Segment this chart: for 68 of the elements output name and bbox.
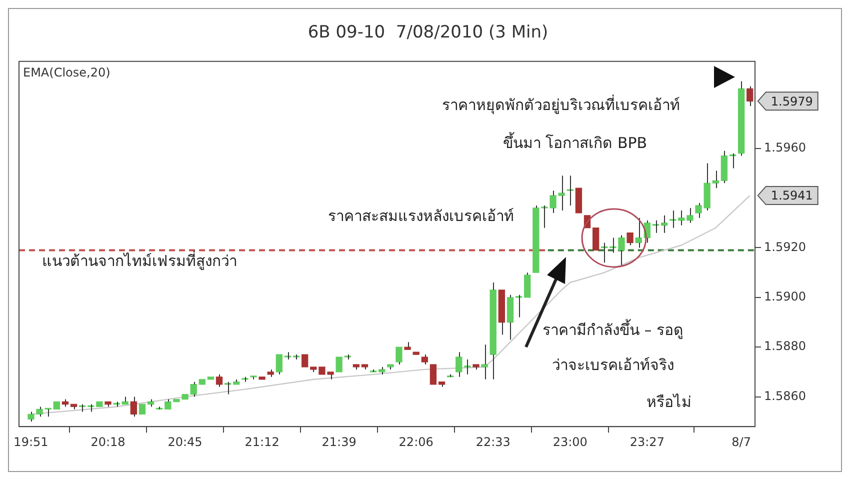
- annotation: แนวต้านจากไทม์เฟรมที่สูงกว่า: [42, 251, 237, 271]
- annotation: ว่าจะเบรคเอ้าท์จริง: [552, 355, 674, 375]
- candlestick: [378, 366, 386, 375]
- candlestick: [250, 376, 257, 380]
- candlestick: [686, 207, 694, 224]
- candlestick: [438, 382, 446, 388]
- x-tick-label: 23:27: [630, 434, 664, 449]
- annotation: ราคามีกำลังขึ้น – รอดู: [542, 320, 684, 340]
- candlestick: [130, 396, 138, 418]
- candlestick: [720, 150, 728, 184]
- x-tick-label: 21:39: [322, 434, 356, 449]
- candlestick: [506, 294, 514, 340]
- x-tick-label: 19:51: [14, 434, 48, 449]
- y-tick-label: 1.5960: [764, 140, 806, 154]
- candlestick: [267, 368, 274, 378]
- candlestick: [678, 210, 685, 226]
- x-tick-label: 8/7: [732, 434, 751, 449]
- candlestick: [310, 366, 317, 372]
- annotation: หรือไม่: [646, 392, 692, 412]
- x-tick-label: 20:45: [168, 434, 202, 449]
- annotation: ราคาสะสมแรงหลังเบรคเอ้าท์: [328, 206, 514, 226]
- candlestick: [216, 374, 223, 388]
- candlestick: [190, 381, 197, 398]
- candlestick: [481, 344, 488, 380]
- candlestick: [712, 170, 719, 189]
- x-tick-label: 22:33: [476, 434, 510, 449]
- candlestick: [738, 80, 745, 156]
- candlestick: [396, 346, 402, 365]
- candlestick: [746, 86, 754, 107]
- candlestick: [421, 354, 428, 365]
- annotation: 1.5941: [770, 188, 813, 203]
- x-tick-label: 21:12: [244, 434, 280, 449]
- candlestick: [635, 217, 642, 248]
- candlestick: [122, 396, 128, 405]
- y-tick-label: 1.5920: [764, 240, 806, 254]
- annotation: 1.5979: [770, 94, 813, 108]
- candlestick: [498, 290, 506, 336]
- candlestick: [361, 364, 368, 370]
- candlestick: [233, 378, 240, 385]
- text: EMA(Close,20): [23, 65, 110, 80]
- candlestick: [456, 352, 462, 378]
- candlestick: [276, 354, 282, 375]
- candlestick: [464, 359, 471, 375]
- annotation: ราคาหยุดพักตัวอยู่บริเวณที่เบรคเอ้าท์: [442, 95, 680, 115]
- candlestick: [292, 354, 300, 360]
- candlestick: [558, 175, 565, 211]
- candlestick: [344, 354, 351, 360]
- candlestick: [532, 204, 540, 273]
- annotation: ขึ้นมา โอกาสเกิด BPB: [502, 133, 648, 153]
- candlestick: [472, 364, 480, 370]
- candlestick: [352, 364, 360, 370]
- candlestick: [404, 342, 411, 350]
- candlestick: [104, 401, 112, 408]
- y-tick-label: 1.5900: [764, 290, 806, 304]
- x-tick-label: 20:18: [90, 434, 126, 449]
- chart-title: 6B 09-10 7/08/2010 (3 Min): [308, 22, 548, 43]
- x-tick-label: 23:00: [552, 434, 588, 449]
- y-tick-label: 1.5880: [764, 339, 806, 354]
- x-tick-label: 22:06: [398, 434, 434, 449]
- candlestick: [164, 398, 172, 410]
- candlestick: [70, 404, 78, 410]
- candlestick: [387, 364, 394, 370]
- candlestick: [284, 352, 292, 360]
- candlestick: [370, 368, 377, 372]
- candlestick: [660, 214, 668, 234]
- candlestick: [490, 282, 496, 380]
- candlestick: [524, 272, 531, 298]
- y-tick-label: 1.5860: [764, 388, 806, 403]
